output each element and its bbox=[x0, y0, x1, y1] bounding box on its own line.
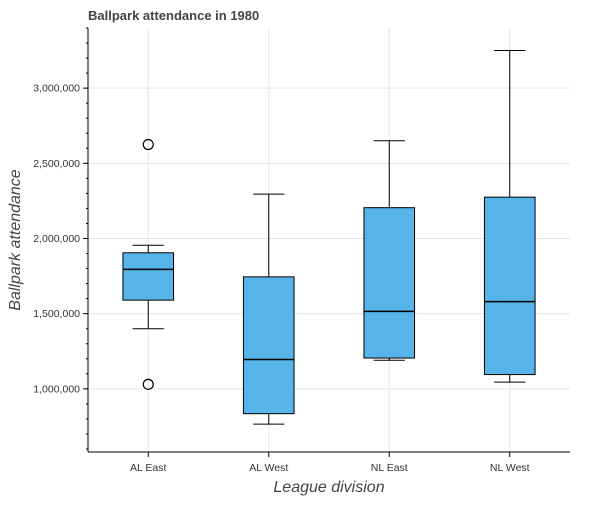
y-tick-label: 3,000,000 bbox=[33, 83, 80, 95]
box-al-east bbox=[122, 138, 175, 390]
axes-layer bbox=[83, 27, 570, 457]
x-axis-label: League division bbox=[273, 479, 384, 496]
iqr-box bbox=[363, 207, 416, 359]
iqr-box bbox=[122, 252, 175, 301]
x-tick-label: NL West bbox=[490, 462, 530, 474]
outlier-point bbox=[142, 378, 154, 390]
box-nl-west bbox=[483, 50, 536, 383]
y-tick-label: 1,500,000 bbox=[33, 308, 80, 320]
ticks-layer: 1,000,000 1,500,000 2,000,000 2,500,000 3,00… bbox=[33, 83, 529, 474]
x-tick-label: AL East bbox=[130, 462, 166, 474]
y-axis-label: Ballpark attendance bbox=[7, 169, 24, 311]
y-tick-label: 2,500,000 bbox=[33, 158, 80, 170]
chart-title: Ballpark attendance in 1980 bbox=[88, 8, 259, 23]
y-tick-label: 2,000,000 bbox=[33, 233, 80, 245]
box-nl-east bbox=[363, 140, 416, 361]
y-tick-label: 1,000,000 bbox=[33, 383, 80, 395]
iqr-box bbox=[242, 276, 295, 415]
box-al-west bbox=[242, 193, 295, 425]
x-tick-label: AL West bbox=[249, 462, 288, 474]
iqr-box bbox=[483, 196, 536, 376]
x-tick-label: NL East bbox=[371, 462, 408, 474]
boxes-layer bbox=[122, 50, 536, 425]
outlier-point bbox=[142, 138, 154, 151]
